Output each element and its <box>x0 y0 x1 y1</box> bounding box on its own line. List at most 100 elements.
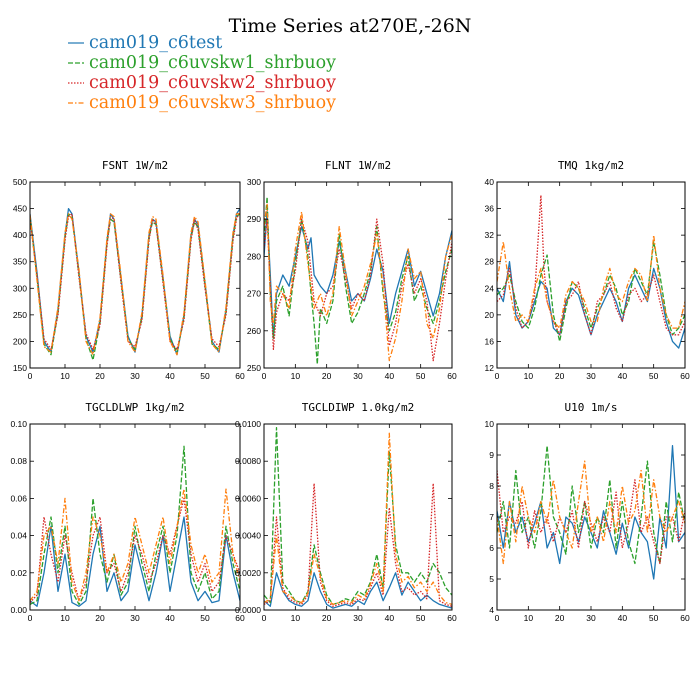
y-tick-label: 400 <box>13 230 27 240</box>
x-tick-label: 20 <box>95 613 105 623</box>
y-tick-label: 32 <box>485 230 495 240</box>
x-tick-label: 0 <box>262 613 267 623</box>
y-tick-label: 0.06 <box>10 493 27 503</box>
x-tick-label: 20 <box>555 371 565 381</box>
y-tick-label: 250 <box>247 363 261 373</box>
panel-title: FLNT 1W/m2 <box>325 159 391 172</box>
x-tick-label: 30 <box>586 613 596 623</box>
panel-title: TMQ 1kg/m2 <box>558 159 624 172</box>
x-tick-label: 40 <box>165 613 175 623</box>
legend-entry: cam019_c6test <box>68 33 222 53</box>
x-tick-label: 0 <box>28 613 33 623</box>
x-tick-label: 30 <box>130 613 140 623</box>
y-tick-label: 28 <box>485 257 495 267</box>
x-tick-label: 50 <box>416 613 426 623</box>
x-tick-label: 40 <box>385 613 395 623</box>
x-tick-label: 10 <box>291 613 301 623</box>
y-tick-label: 450 <box>13 204 27 214</box>
y-tick-label: 40 <box>485 177 495 187</box>
x-tick-label: 50 <box>649 613 659 623</box>
series-line <box>264 572 452 609</box>
series-line <box>497 445 685 565</box>
y-tick-label: 0.02 <box>10 568 27 578</box>
x-tick-label: 20 <box>322 371 332 381</box>
x-tick-label: 0 <box>495 613 500 623</box>
y-tick-label: 20 <box>485 310 495 320</box>
y-tick-label: 0.10 <box>10 419 27 429</box>
series-group <box>30 445 240 607</box>
x-tick-label: 60 <box>235 371 245 381</box>
x-tick-label: 30 <box>353 613 363 623</box>
panel-title: TGCLDIWP 1.0kg/m2 <box>302 401 415 414</box>
x-tick-label: 30 <box>353 371 363 381</box>
x-tick-label: 40 <box>385 371 395 381</box>
y-tick-label: 350 <box>13 257 27 267</box>
y-tick-label: 10 <box>485 419 495 429</box>
y-tick-label: 12 <box>485 363 495 373</box>
x-tick-label: 10 <box>60 613 70 623</box>
series-line <box>497 470 685 565</box>
x-tick-label: 60 <box>447 371 457 381</box>
y-tick-label: 250 <box>13 310 27 320</box>
x-tick-label: 20 <box>95 371 105 381</box>
x-tick-label: 20 <box>555 613 565 623</box>
chart-panel: FLNT 1W/m2 0 10 20 30 40 50 60 250 260 270 280 290 30… <box>247 159 457 381</box>
x-tick-label: 10 <box>60 371 70 381</box>
legend-entry: cam019_c6uvskw3_shrbuoy <box>68 93 336 113</box>
y-tick-label: 5 <box>489 574 494 584</box>
y-tick-label: 290 <box>247 214 261 224</box>
chart-panel: TMQ 1kg/m2 0 10 20 30 40 50 60 12 16 20 24 28 32 36 40 <box>485 159 690 381</box>
panels: FSNT 1W/m20 10 20 30 40 50 6015020025030035040… <box>10 159 690 623</box>
x-tick-label: 50 <box>200 613 210 623</box>
chart-panel: TGCLDLWP 1kg/m2 0 10 20 30 40 50 60 0.00 0.02 0.04… <box>10 401 245 623</box>
y-tick-label: 7 <box>489 512 494 522</box>
plot-frame <box>29 423 241 611</box>
x-tick-label: 50 <box>200 371 210 381</box>
x-tick-label: 0 <box>495 371 500 381</box>
series-line <box>30 445 240 606</box>
legend-entry: cam019_c6uvskw2_shrbuoy <box>68 73 336 93</box>
x-tick-label: 50 <box>649 371 659 381</box>
legend: cam019_c6testcam019_c6uvskw1_shrbuoycam0… <box>68 33 336 113</box>
y-tick-label: 0.00 <box>10 605 27 615</box>
plot-frame <box>496 423 686 611</box>
series-group <box>30 207 240 361</box>
series-line <box>264 196 452 365</box>
y-tick-label: 280 <box>247 251 261 261</box>
series-line <box>30 213 240 361</box>
chart-panel: TGCLDIWP 1.0kg/m20 10 20 30 40 50 600.00000.00… <box>235 401 457 623</box>
series-group <box>264 196 452 365</box>
y-tick-label: 500 <box>13 177 27 187</box>
x-tick-label: 50 <box>416 371 426 381</box>
chart-panel: U10 1m/s 0 10 20 30 40 50 60 4 5 6 7 8 9 10 <box>485 401 690 623</box>
x-tick-label: 40 <box>165 371 175 381</box>
series-line <box>497 234 685 329</box>
x-tick-label: 0 <box>262 371 267 381</box>
x-tick-label: 60 <box>447 613 457 623</box>
y-tick-label: 300 <box>247 177 261 187</box>
plot-frame <box>496 181 686 369</box>
panel-title: FSNT 1W/m2 <box>102 159 168 172</box>
x-tick-label: 30 <box>130 371 140 381</box>
series-group <box>264 427 452 609</box>
y-tick-label: 0.0040 <box>235 531 261 541</box>
x-tick-label: 60 <box>235 613 245 623</box>
x-tick-label: 10 <box>524 613 534 623</box>
legend-label: cam019_c6uvskw3_shrbuoy <box>89 93 336 113</box>
y-tick-label: 0.0060 <box>235 493 261 503</box>
series-line <box>264 218 452 362</box>
series-line <box>30 516 240 607</box>
series-line <box>264 427 452 606</box>
x-tick-label: 10 <box>524 371 534 381</box>
y-tick-label: 150 <box>13 363 27 373</box>
y-tick-label: 0.0100 <box>235 419 261 429</box>
x-tick-label: 60 <box>680 613 690 623</box>
legend-label: cam019_c6uvskw1_shrbuoy <box>89 53 336 73</box>
legend-label: cam019_c6test <box>89 33 222 53</box>
y-tick-label: 24 <box>485 283 495 293</box>
series-line <box>497 445 685 580</box>
panel-title: U10 1m/s <box>565 401 618 414</box>
y-tick-label: 36 <box>485 204 495 214</box>
x-tick-label: 0 <box>28 371 33 381</box>
y-tick-label: 270 <box>247 289 261 299</box>
